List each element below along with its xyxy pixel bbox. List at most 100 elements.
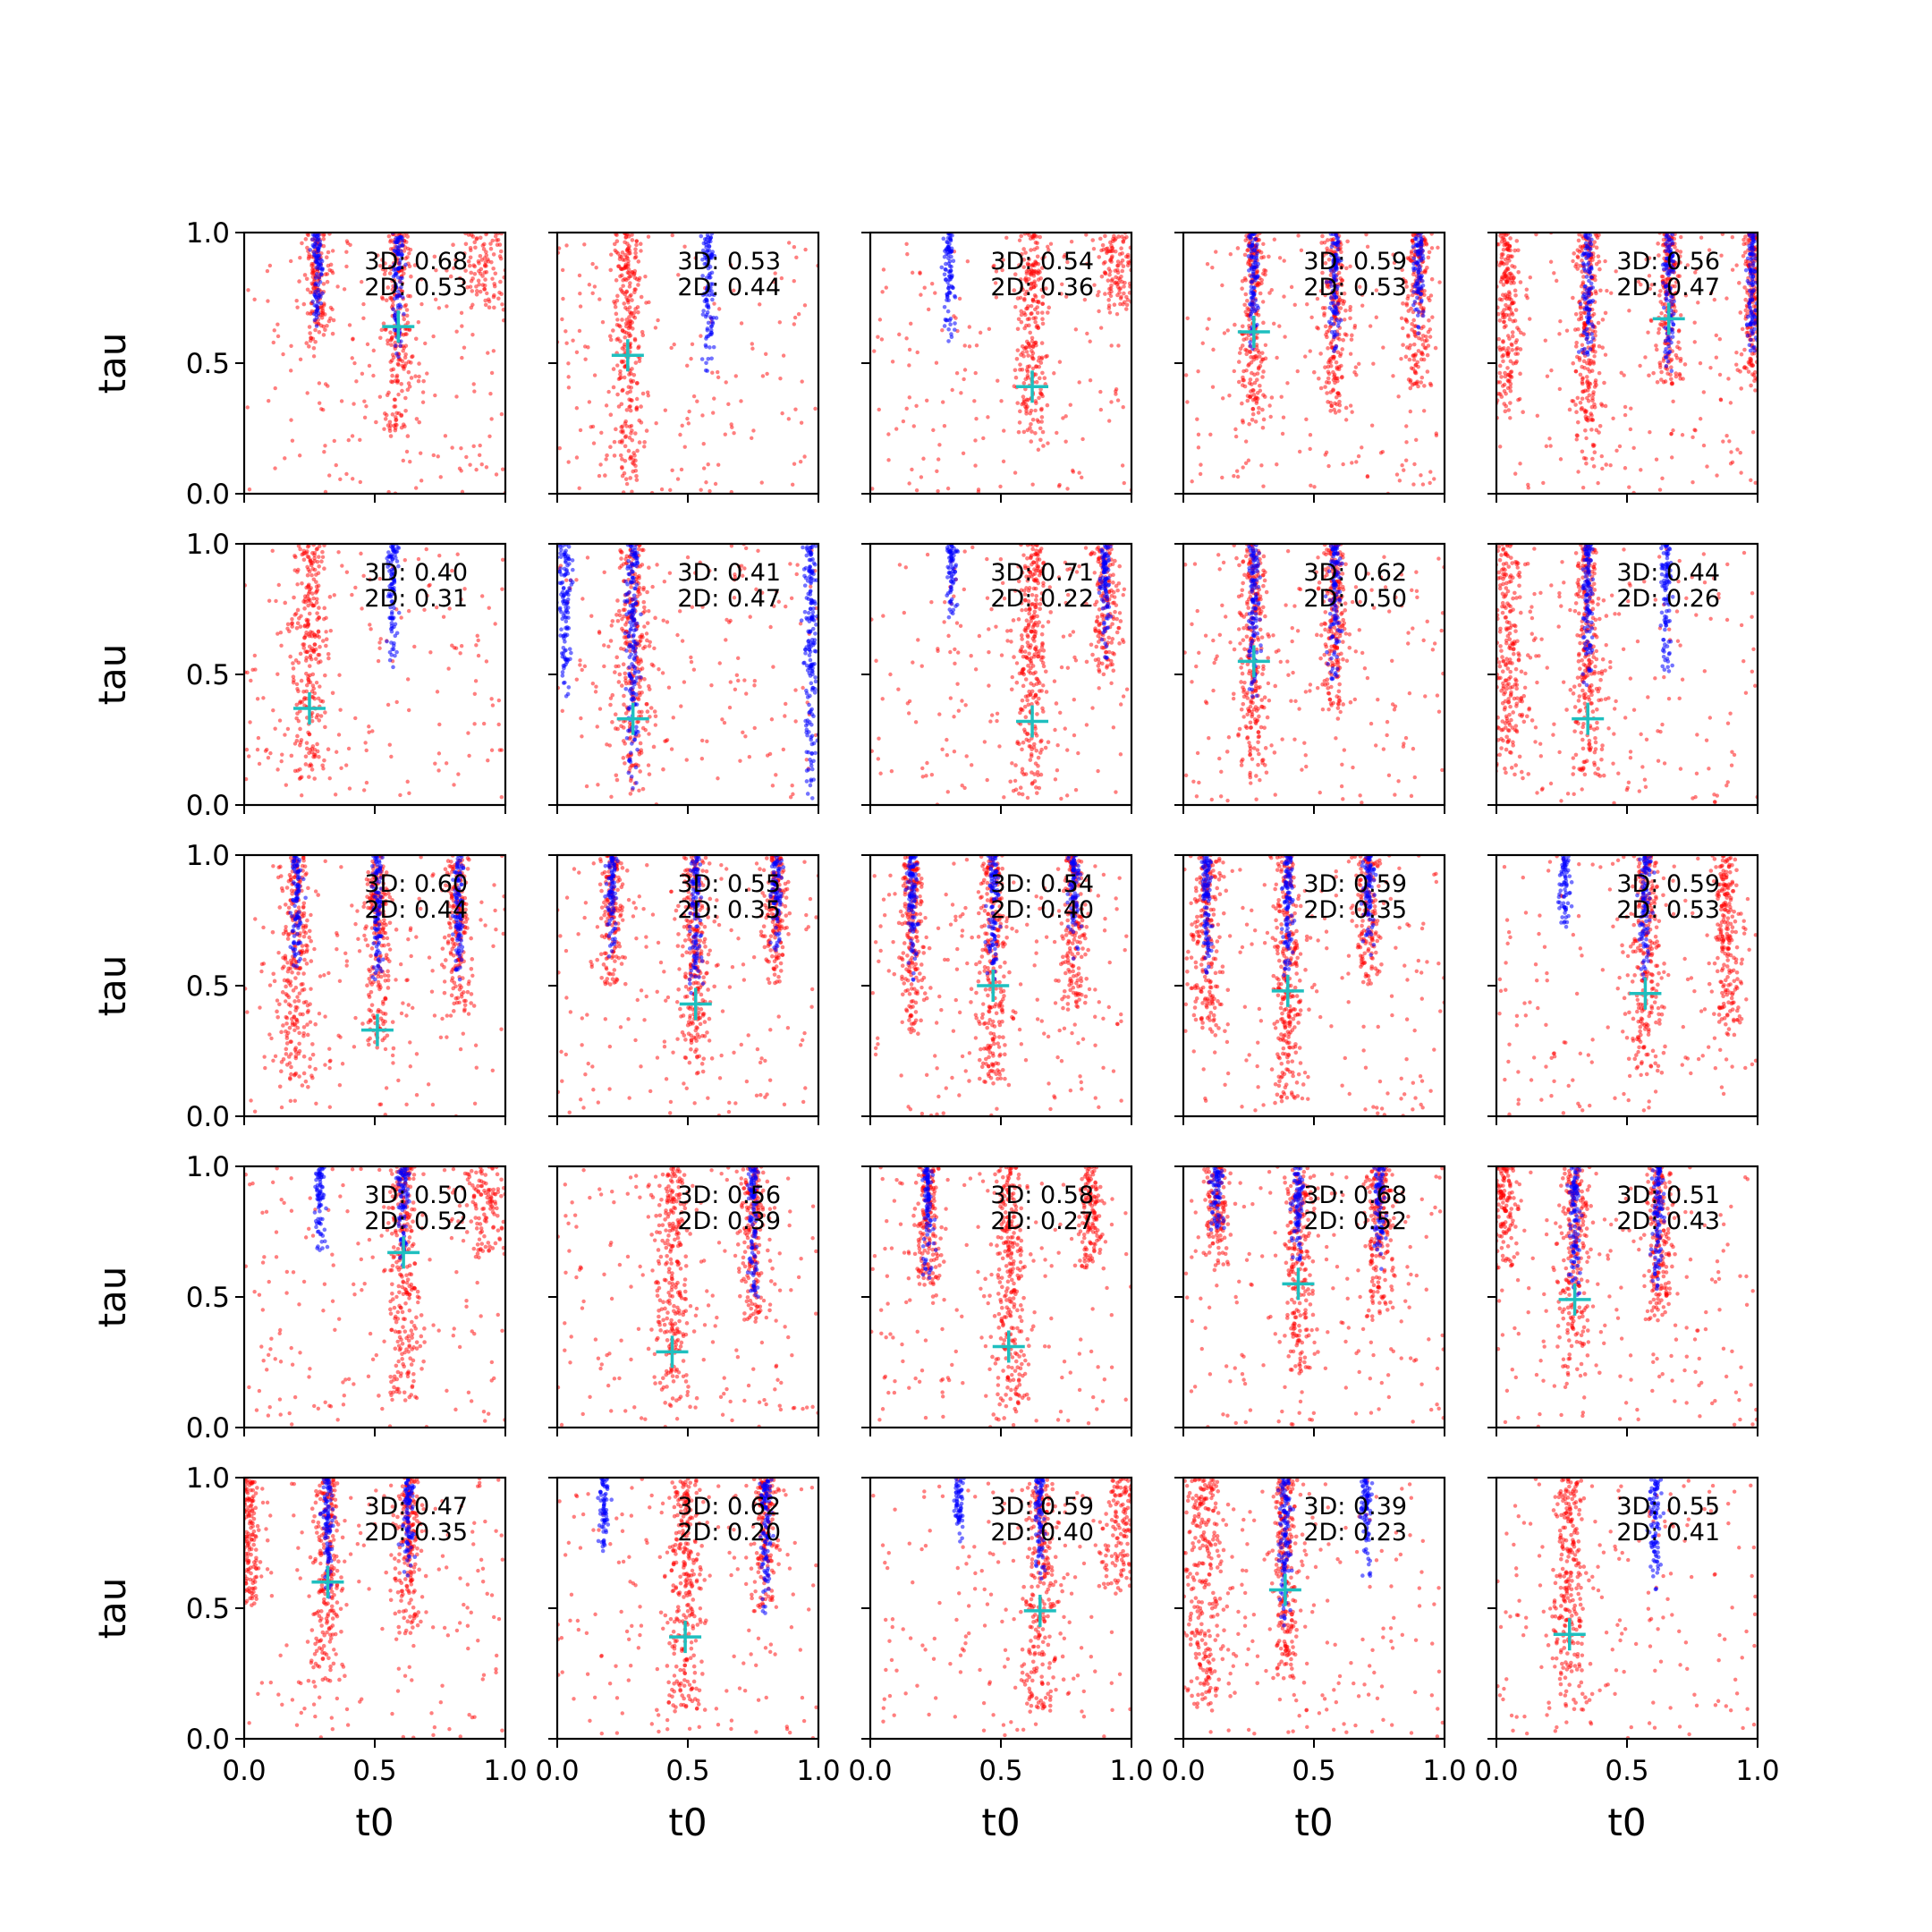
data-point (626, 385, 631, 389)
data-point (296, 567, 301, 572)
data-point (724, 380, 728, 385)
data-point (1751, 237, 1756, 242)
data-point (1360, 292, 1365, 297)
data-point (582, 344, 588, 349)
data-point (708, 315, 713, 319)
data-point (1190, 479, 1194, 484)
data-point (1670, 241, 1675, 246)
data-point (675, 477, 681, 481)
data-point (1295, 369, 1300, 374)
data-point (477, 453, 482, 458)
data-point (1427, 318, 1431, 323)
data-point (1272, 237, 1277, 242)
data-point (257, 761, 262, 767)
data-point (1420, 482, 1426, 487)
data-point (926, 307, 931, 312)
data-point (612, 242, 617, 247)
data-point (1028, 330, 1033, 335)
data-point (1260, 407, 1265, 412)
data-point (1041, 444, 1046, 448)
data-point (1750, 331, 1755, 336)
data-point (590, 261, 595, 267)
data-point (708, 285, 713, 290)
data-point (709, 331, 715, 335)
data-point (620, 360, 624, 365)
data-point (304, 649, 309, 655)
data-point (574, 406, 580, 411)
data-point (1502, 242, 1507, 248)
data-point (687, 409, 691, 414)
data-point (303, 762, 309, 767)
data-point (1575, 354, 1580, 360)
data-point (310, 695, 316, 699)
data-point (566, 361, 571, 366)
data-point (255, 747, 260, 752)
data-point (340, 564, 344, 568)
data-point (294, 702, 300, 708)
data-point (310, 271, 316, 275)
data-point (1623, 404, 1628, 410)
data-point (1252, 301, 1257, 307)
data-point (1749, 383, 1753, 388)
data-point (1675, 274, 1681, 278)
data-point (1581, 359, 1587, 364)
data-point (1647, 274, 1652, 278)
data-point (309, 746, 315, 751)
data-point (1348, 403, 1353, 408)
data-point (273, 466, 277, 470)
data-point (1211, 347, 1216, 352)
data-point (400, 295, 405, 300)
data-point (1501, 352, 1506, 358)
data-point (1589, 265, 1594, 269)
data-point (1122, 284, 1126, 289)
data-point (332, 438, 336, 444)
data-point (991, 264, 996, 269)
data-point (1735, 447, 1740, 452)
data-point (283, 456, 287, 461)
data-point (1330, 288, 1335, 293)
data-point (1121, 264, 1126, 269)
data-point (1237, 351, 1242, 355)
data-point (1040, 294, 1046, 299)
data-point (310, 566, 316, 572)
data-point (394, 649, 399, 655)
data-point (491, 294, 496, 300)
data-point (1518, 280, 1523, 284)
data-point (1510, 301, 1515, 306)
data-point (1426, 329, 1431, 335)
data-point (321, 236, 326, 242)
data-point (639, 249, 643, 253)
score-3d: 3D: 0.68 (364, 248, 468, 275)
data-point (628, 404, 632, 409)
data-point (1674, 291, 1679, 295)
data-point (907, 395, 912, 400)
data-point (359, 279, 364, 284)
data-point (1663, 313, 1668, 318)
data-point (399, 615, 403, 620)
data-point (630, 298, 634, 302)
data-point (1250, 411, 1256, 417)
data-point (313, 657, 318, 661)
data-point (1510, 348, 1515, 352)
data-point (475, 633, 479, 639)
data-point (1098, 389, 1103, 394)
data-point (459, 643, 464, 648)
data-point (1260, 357, 1266, 362)
data-point (1323, 292, 1327, 298)
data-point (477, 282, 481, 287)
data-point (443, 434, 448, 438)
data-point (1119, 246, 1123, 251)
data-point (1646, 330, 1650, 335)
data-point (309, 309, 315, 314)
data-point (390, 373, 394, 378)
data-point (323, 710, 327, 715)
data-point (615, 293, 620, 299)
data-point (300, 580, 304, 586)
data-point (1413, 259, 1419, 265)
data-point (1657, 253, 1661, 258)
data-point (611, 385, 616, 390)
data-point (1228, 252, 1233, 257)
data-point (1245, 398, 1250, 403)
data-point (1033, 240, 1038, 245)
data-point (629, 455, 633, 460)
